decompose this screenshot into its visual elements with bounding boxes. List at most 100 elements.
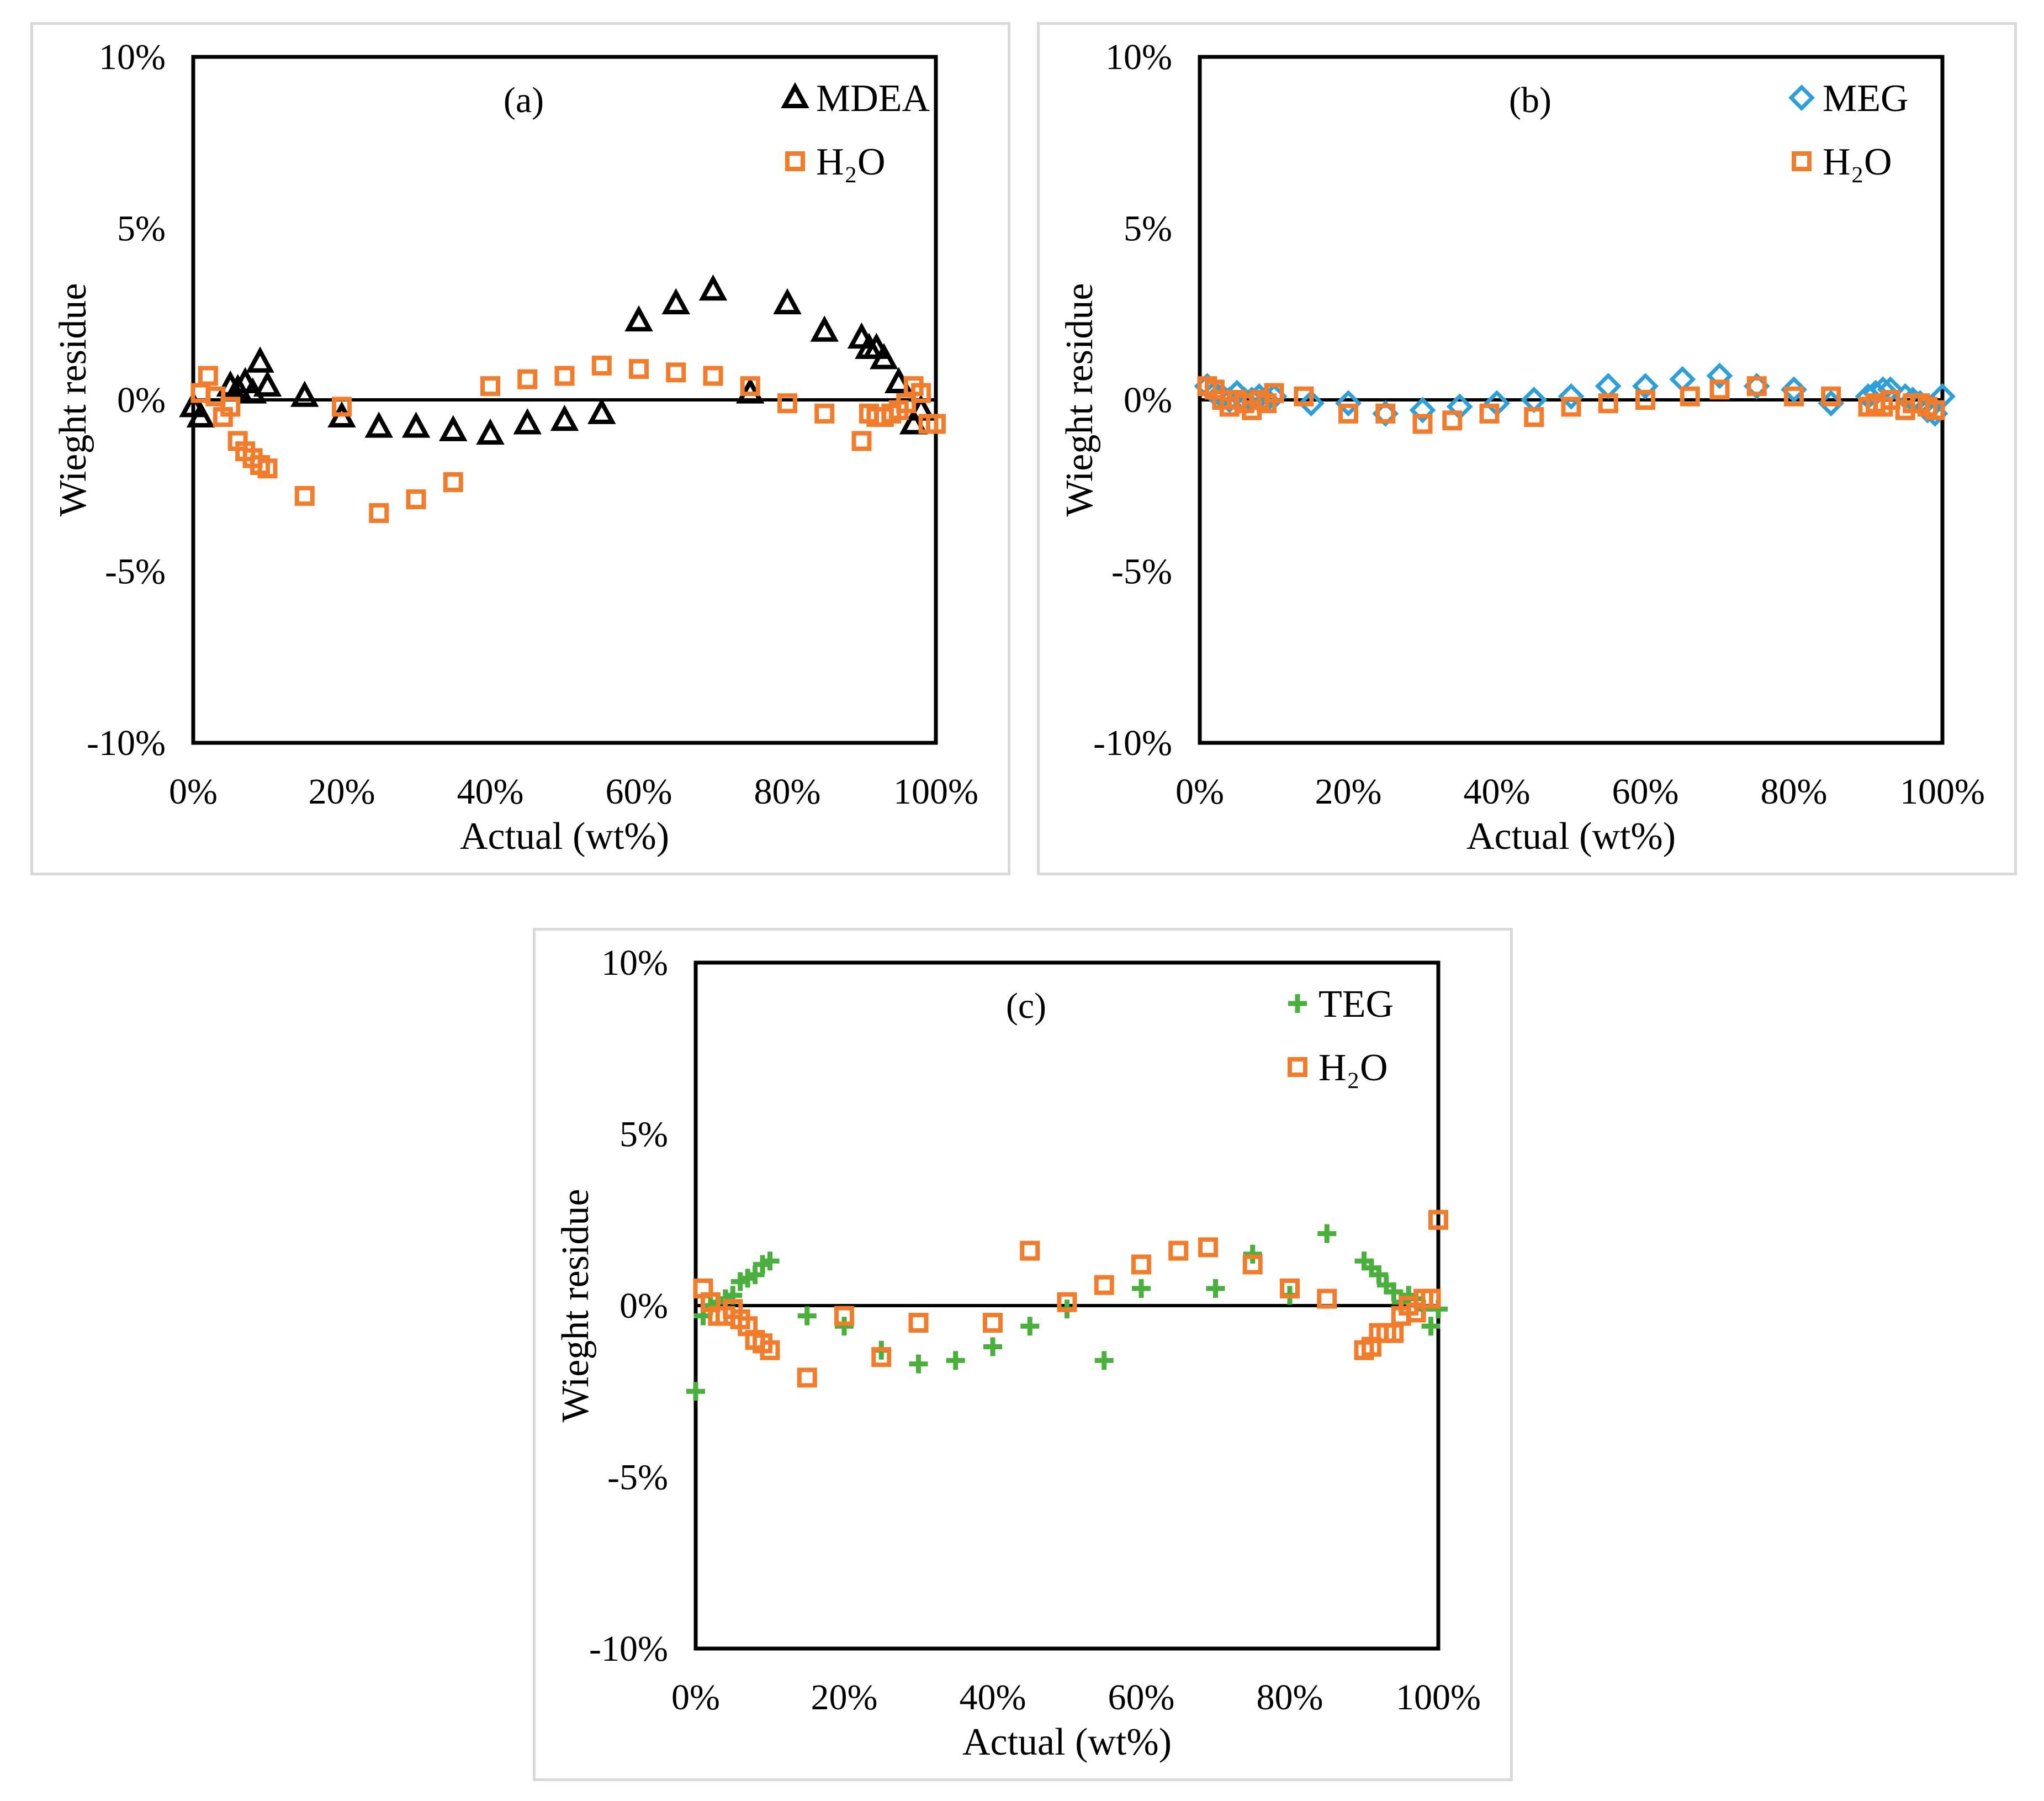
- chart-panel-a: 10% 5% 0% -5% -10% 0% 20% 40% 60% 80% 100% Actual (…: [30, 22, 1010, 875]
- data-point: [1925, 400, 1945, 420]
- data-point: [1198, 1237, 1219, 1258]
- data-point: [1821, 386, 1841, 406]
- data-point: [703, 366, 723, 386]
- data-point: [1131, 1254, 1151, 1275]
- legend-marker: [781, 82, 809, 108]
- data-point: [983, 1313, 1003, 1333]
- x-tick-label: 60%: [1612, 772, 1679, 812]
- data-point: [1094, 1351, 1114, 1370]
- data-point: [246, 346, 274, 373]
- data-point: [1561, 397, 1581, 417]
- data-point: [810, 315, 839, 342]
- series-triangle: [179, 274, 935, 445]
- data-point: [847, 322, 876, 349]
- y-axis-title: Wieght residue: [1058, 283, 1101, 517]
- x-tick-label: 40%: [960, 1677, 1026, 1718]
- data-point: [257, 458, 278, 479]
- data-point: [1369, 1265, 1389, 1285]
- x-axis-title: Actual (wt%): [962, 1721, 1172, 1763]
- data-point: [862, 332, 891, 359]
- data-point: [1635, 390, 1655, 410]
- data-point: [550, 404, 579, 431]
- x-tick-label: 100%: [1396, 1677, 1481, 1718]
- x-axis-title: Actual (wt%): [460, 815, 669, 858]
- series-square: [693, 1210, 1448, 1388]
- legend-marker: [1288, 994, 1307, 1013]
- x-tick-label: 40%: [1464, 772, 1531, 812]
- data-point: [666, 362, 686, 383]
- data-point: [1746, 376, 1767, 397]
- data-point: [1294, 386, 1314, 406]
- y-tick-label: 10%: [601, 943, 668, 983]
- data-point: [401, 411, 431, 438]
- data-point: [253, 370, 282, 397]
- y-tick-label: 10%: [99, 37, 166, 77]
- data-point: [1706, 362, 1733, 389]
- data-point: [1264, 383, 1284, 403]
- chart-panel-c: 10% 5% 0% -5% -10% 0% 20% 40% 60% 80% 100% Actual (…: [533, 928, 1513, 1781]
- data-point: [851, 431, 872, 451]
- data-point: [777, 393, 797, 414]
- data-point: [661, 288, 690, 315]
- data-point: [513, 408, 542, 435]
- data-point: [186, 401, 215, 428]
- x-tick-label: 40%: [457, 772, 524, 812]
- x-tick-label: 0%: [1175, 772, 1224, 812]
- data-point: [587, 398, 616, 424]
- x-tick-label: 100%: [893, 772, 978, 812]
- panel-label: (a): [504, 80, 544, 120]
- x-tick-label: 80%: [754, 772, 821, 812]
- data-point: [1442, 410, 1463, 431]
- series-square: [190, 355, 946, 523]
- data-point: [1317, 1288, 1337, 1309]
- data-point: [1409, 397, 1436, 424]
- legend-marker: [1792, 151, 1812, 171]
- data-point: [1784, 386, 1804, 406]
- legend-marker: [785, 151, 805, 171]
- data-point: [1421, 1317, 1441, 1336]
- data-point: [909, 1354, 928, 1374]
- legend-label: H₂O: [1823, 141, 1892, 183]
- data-point: [1168, 1240, 1189, 1261]
- data-point: [1680, 386, 1700, 406]
- data-point: [554, 366, 575, 386]
- x-tick-label: 20%: [309, 772, 375, 812]
- data-point: [1335, 390, 1362, 417]
- data-point: [439, 415, 468, 441]
- data-point: [1384, 1282, 1404, 1302]
- x-tick-label: 20%: [811, 1677, 878, 1718]
- y-tick-label: 5%: [117, 209, 166, 249]
- data-point: [1298, 390, 1325, 417]
- data-point: [1375, 403, 1396, 424]
- chart-panel-b: 10% 5% 0% -5% -10% 0% 20% 40% 60% 80% 100% Actual (…: [1037, 22, 2017, 875]
- data-point: [1709, 379, 1730, 400]
- data-point: [760, 1251, 780, 1271]
- data-point: [1020, 1240, 1040, 1261]
- data-point: [480, 376, 500, 397]
- data-point: [591, 355, 612, 376]
- data-point: [517, 369, 538, 389]
- data-point: [797, 1306, 817, 1325]
- y-tick-label: -10%: [1093, 723, 1172, 763]
- data-point: [834, 1306, 854, 1326]
- y-axis-title: Wieght residue: [52, 283, 94, 517]
- data-point: [1338, 403, 1358, 424]
- data-point: [1479, 403, 1500, 424]
- data-point: [1317, 1224, 1337, 1243]
- data-point: [290, 381, 319, 407]
- data-point: [797, 1367, 817, 1388]
- data-point: [624, 305, 653, 332]
- y-tick-label: -5%: [105, 552, 166, 592]
- data-point: [1781, 376, 1807, 403]
- legend-label: TEG: [1318, 983, 1394, 1026]
- data-point: [1632, 373, 1659, 400]
- data-point: [870, 343, 898, 369]
- y-axis-title: Wieght residue: [554, 1189, 597, 1423]
- x-tick-label: 0%: [169, 772, 218, 812]
- data-point: [871, 1347, 892, 1367]
- data-point: [1057, 1292, 1077, 1312]
- data-point: [476, 418, 505, 445]
- series-square: [1197, 376, 1945, 434]
- chart-svg: 10%5%0%-5%-10%0% 20% 40% 60% 80% 100%Actual (…: [554, 943, 1481, 1763]
- chart-svg: 10%5%0%-5%-10%0% 20% 40% 60% 80% 100%Actual (…: [52, 37, 978, 858]
